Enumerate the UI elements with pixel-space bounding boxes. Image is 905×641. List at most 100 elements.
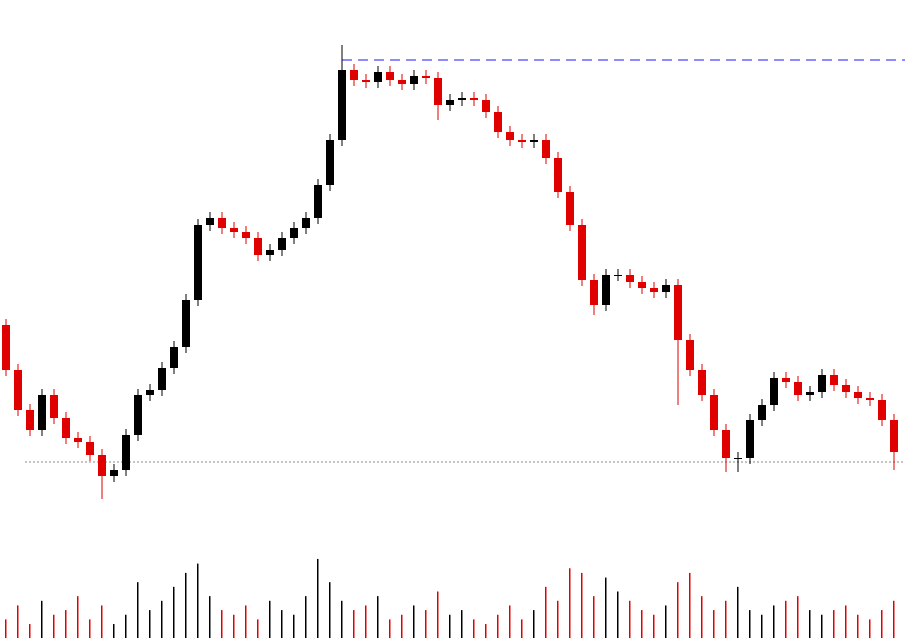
- volume-bar: [113, 624, 115, 638]
- candle-body: [602, 275, 610, 305]
- volume-bar: [149, 610, 151, 638]
- volume-bar: [593, 596, 595, 638]
- volume-bar: [869, 619, 871, 638]
- candle-body: [890, 420, 898, 452]
- candle-body: [326, 140, 334, 185]
- volume-bar: [581, 572, 583, 638]
- candle-body: [806, 392, 814, 395]
- candle-body: [446, 100, 454, 105]
- volume-bar: [245, 605, 247, 638]
- candle-body: [86, 442, 94, 455]
- candle-body: [26, 410, 34, 430]
- volume-bar: [605, 577, 607, 638]
- volume-bar: [545, 586, 547, 638]
- volume-bar: [533, 610, 535, 638]
- volume-bar: [677, 582, 679, 638]
- candle-body: [38, 395, 46, 430]
- candle-body: [338, 70, 346, 140]
- candle-body: [74, 438, 82, 442]
- volume-bar: [557, 600, 559, 638]
- volume-bar: [461, 610, 463, 638]
- candle-body: [170, 347, 178, 368]
- volume-bar: [317, 558, 319, 638]
- volume-bar: [77, 596, 79, 638]
- volume-bar: [125, 614, 127, 638]
- candle-body: [794, 382, 802, 395]
- candle-body: [314, 185, 322, 218]
- volume-bar: [761, 614, 763, 638]
- volume-bar: [221, 610, 223, 638]
- volume-bar: [845, 605, 847, 638]
- candle-body: [158, 368, 166, 390]
- volume-bar: [269, 600, 271, 638]
- volume-bar: [365, 605, 367, 638]
- volume-bar: [89, 619, 91, 638]
- candle-body: [458, 98, 466, 100]
- volume-bar: [833, 610, 835, 638]
- volume-bar: [377, 596, 379, 638]
- candle-body: [830, 375, 838, 385]
- candle-body: [410, 76, 418, 84]
- volume-bar: [257, 619, 259, 638]
- candle-body: [590, 280, 598, 305]
- volume-bar: [437, 591, 439, 638]
- candle-body: [242, 232, 250, 238]
- candle-body: [650, 288, 658, 292]
- volume-bar: [353, 610, 355, 638]
- volume-bar: [701, 596, 703, 638]
- candle-body: [758, 405, 766, 420]
- volume-bar: [641, 610, 643, 638]
- volume-bar: [389, 619, 391, 638]
- volume-bar: [29, 624, 31, 638]
- candle-body: [506, 132, 514, 140]
- candle-body: [182, 300, 190, 347]
- candle-body: [218, 218, 226, 228]
- volume-bar: [521, 619, 523, 638]
- volume-bar: [809, 610, 811, 638]
- candle-body: [866, 398, 874, 400]
- volume-bar: [413, 605, 415, 638]
- candle-body: [422, 76, 430, 78]
- volume-bar: [41, 600, 43, 638]
- candle-body: [614, 275, 622, 276]
- candle-body: [134, 395, 142, 435]
- volume-bar: [893, 600, 895, 638]
- volume-bar: [329, 582, 331, 638]
- volume-bar: [737, 586, 739, 638]
- volume-bar: [725, 600, 727, 638]
- volume-bar: [485, 624, 487, 638]
- volume-bar: [197, 563, 199, 638]
- candle-body: [266, 250, 274, 255]
- volume-bar: [785, 600, 787, 638]
- candle-body: [362, 80, 370, 82]
- volume-bar: [341, 600, 343, 638]
- candle-body: [686, 340, 694, 370]
- candle-body: [854, 392, 862, 398]
- candle-body: [746, 420, 754, 458]
- volume-bar: [749, 610, 751, 638]
- volume-bar: [773, 605, 775, 638]
- candle-body: [530, 140, 538, 142]
- candle-body: [842, 385, 850, 392]
- candle-body: [674, 285, 682, 340]
- volume-bar: [101, 605, 103, 638]
- candle-body: [770, 378, 778, 405]
- candle-body: [230, 228, 238, 232]
- candle-body: [290, 228, 298, 238]
- volume-bar: [425, 610, 427, 638]
- candle-body: [482, 100, 490, 112]
- volume-bar: [689, 572, 691, 638]
- candle-body: [626, 275, 634, 282]
- volume-bar: [401, 614, 403, 638]
- volume-bar: [65, 610, 67, 638]
- candle-body: [2, 325, 10, 370]
- candle-body: [566, 192, 574, 225]
- candle-body: [518, 140, 526, 142]
- volume-bar: [629, 600, 631, 638]
- candle-body: [578, 225, 586, 280]
- volume-bar: [713, 610, 715, 638]
- volume-bar: [821, 614, 823, 638]
- volume-bar: [17, 605, 19, 638]
- candle-body: [50, 395, 58, 418]
